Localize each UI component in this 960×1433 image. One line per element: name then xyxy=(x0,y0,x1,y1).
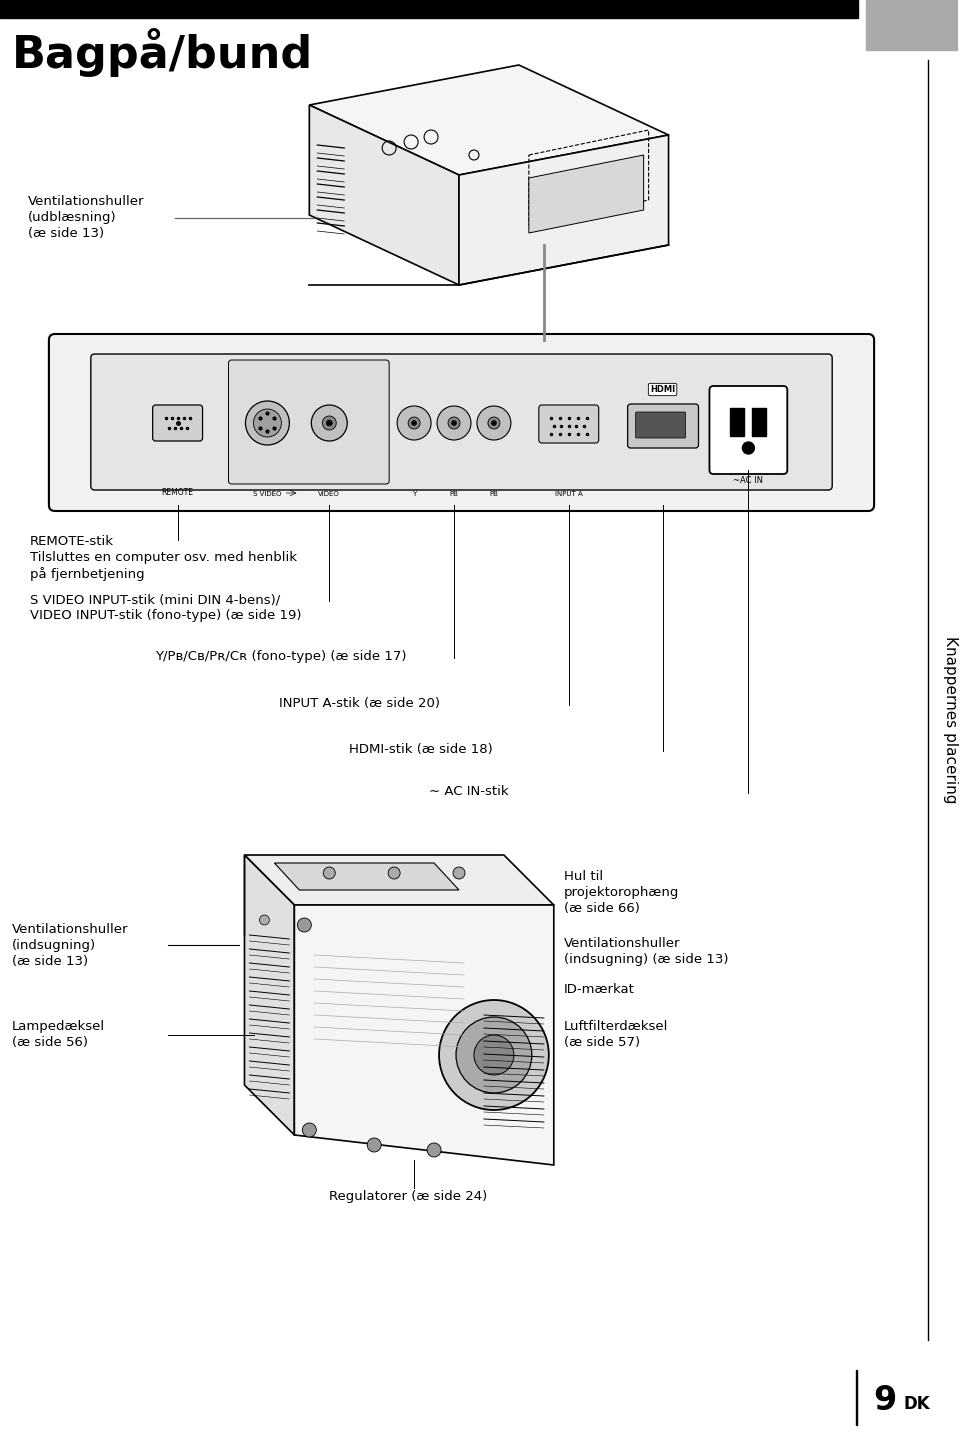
Text: HDMI-stik (æ side 18): HDMI-stik (æ side 18) xyxy=(349,742,493,757)
Circle shape xyxy=(246,401,289,446)
FancyBboxPatch shape xyxy=(539,406,599,443)
Polygon shape xyxy=(529,155,643,234)
Text: 9: 9 xyxy=(873,1384,897,1417)
Polygon shape xyxy=(245,856,295,1135)
Polygon shape xyxy=(309,64,668,175)
Text: Hul til: Hul til xyxy=(564,870,603,883)
Text: Ventilationshuller: Ventilationshuller xyxy=(12,923,129,936)
Bar xyxy=(866,0,958,50)
FancyBboxPatch shape xyxy=(636,413,685,438)
Circle shape xyxy=(439,1000,549,1111)
Text: S VIDEO: S VIDEO xyxy=(253,492,281,497)
Text: Bagpå/bund: Bagpå/bund xyxy=(12,29,313,77)
Circle shape xyxy=(742,441,755,454)
Text: S VIDEO INPUT-stik (mini DIN 4-bens)/: S VIDEO INPUT-stik (mini DIN 4-bens)/ xyxy=(30,593,280,606)
Text: (udblæsning): (udblæsning) xyxy=(28,211,116,224)
Text: REMOTE-stik: REMOTE-stik xyxy=(30,535,114,547)
Circle shape xyxy=(477,406,511,440)
Text: på fjernbetjening: på fjernbetjening xyxy=(30,567,145,580)
Text: (indsugning) (æ side 13): (indsugning) (æ side 13) xyxy=(564,953,729,966)
Circle shape xyxy=(451,420,457,426)
Circle shape xyxy=(324,867,335,878)
Text: DK: DK xyxy=(903,1394,929,1413)
FancyBboxPatch shape xyxy=(153,406,203,441)
Text: INPUT A-stik (æ side 20): INPUT A-stik (æ side 20) xyxy=(279,696,441,709)
Circle shape xyxy=(259,916,270,924)
Polygon shape xyxy=(245,856,554,906)
FancyBboxPatch shape xyxy=(228,360,389,484)
Polygon shape xyxy=(295,906,554,1165)
Text: (æ side 66): (æ side 66) xyxy=(564,901,639,916)
Text: PB: PB xyxy=(490,492,498,497)
Text: VIDEO INPUT-stik (fono-type) (æ side 19): VIDEO INPUT-stik (fono-type) (æ side 19) xyxy=(30,609,301,622)
Text: Regulatorer (æ side 24): Regulatorer (æ side 24) xyxy=(329,1189,488,1202)
Text: Knappernes placering: Knappernes placering xyxy=(944,636,958,804)
Text: projektorophæng: projektorophæng xyxy=(564,886,679,898)
Text: Lampedæksel: Lampedæksel xyxy=(12,1020,105,1033)
Bar xyxy=(856,1370,857,1424)
Text: (æ side 57): (æ side 57) xyxy=(564,1036,640,1049)
Circle shape xyxy=(427,1144,441,1156)
Text: REMOTE: REMOTE xyxy=(161,489,194,497)
Circle shape xyxy=(397,406,431,440)
Bar xyxy=(753,408,766,436)
Circle shape xyxy=(474,1035,514,1075)
Circle shape xyxy=(492,420,496,426)
Text: ID-mærkat: ID-mærkat xyxy=(564,983,635,996)
Text: Tilsluttes en computer osv. med henblik: Tilsluttes en computer osv. med henblik xyxy=(30,552,297,565)
Bar xyxy=(0,0,858,19)
Circle shape xyxy=(302,1123,316,1136)
Circle shape xyxy=(253,408,281,437)
Circle shape xyxy=(311,406,348,441)
Polygon shape xyxy=(459,135,668,285)
Circle shape xyxy=(298,919,311,931)
Circle shape xyxy=(453,867,465,878)
Text: (æ side 13): (æ side 13) xyxy=(28,226,104,239)
Text: ~AC IN: ~AC IN xyxy=(733,476,763,484)
Text: VIDEO: VIDEO xyxy=(319,492,340,497)
Circle shape xyxy=(448,417,460,428)
Circle shape xyxy=(412,420,417,426)
FancyBboxPatch shape xyxy=(49,334,875,512)
Text: ∼ AC IN-stik: ∼ AC IN-stik xyxy=(429,785,509,798)
Text: PB: PB xyxy=(449,492,459,497)
Polygon shape xyxy=(275,863,459,890)
FancyBboxPatch shape xyxy=(628,404,699,449)
Circle shape xyxy=(408,417,420,428)
Circle shape xyxy=(368,1138,381,1152)
Text: Ventilationshuller: Ventilationshuller xyxy=(564,937,681,950)
FancyBboxPatch shape xyxy=(709,385,787,474)
Circle shape xyxy=(456,1017,532,1093)
Polygon shape xyxy=(309,105,459,285)
Circle shape xyxy=(326,420,332,426)
Text: INPUT A: INPUT A xyxy=(555,492,583,497)
Circle shape xyxy=(388,867,400,878)
Circle shape xyxy=(488,417,500,428)
Text: (æ side 56): (æ side 56) xyxy=(12,1036,88,1049)
Bar xyxy=(731,408,744,436)
Text: Y/Pʙ/Cʙ/Pʀ/Cʀ (fono-type) (æ side 17): Y/Pʙ/Cʙ/Pʀ/Cʀ (fono-type) (æ side 17) xyxy=(155,651,406,663)
Text: (æ side 13): (æ side 13) xyxy=(12,954,88,969)
Text: Luftfilterdæksel: Luftfilterdæksel xyxy=(564,1020,668,1033)
Text: (indsugning): (indsugning) xyxy=(12,939,96,952)
Text: Y: Y xyxy=(412,492,417,497)
Circle shape xyxy=(437,406,471,440)
Circle shape xyxy=(323,416,336,430)
Text: HDMI: HDMI xyxy=(650,385,675,394)
Text: Ventilationshuller: Ventilationshuller xyxy=(28,195,144,208)
FancyBboxPatch shape xyxy=(91,354,832,490)
